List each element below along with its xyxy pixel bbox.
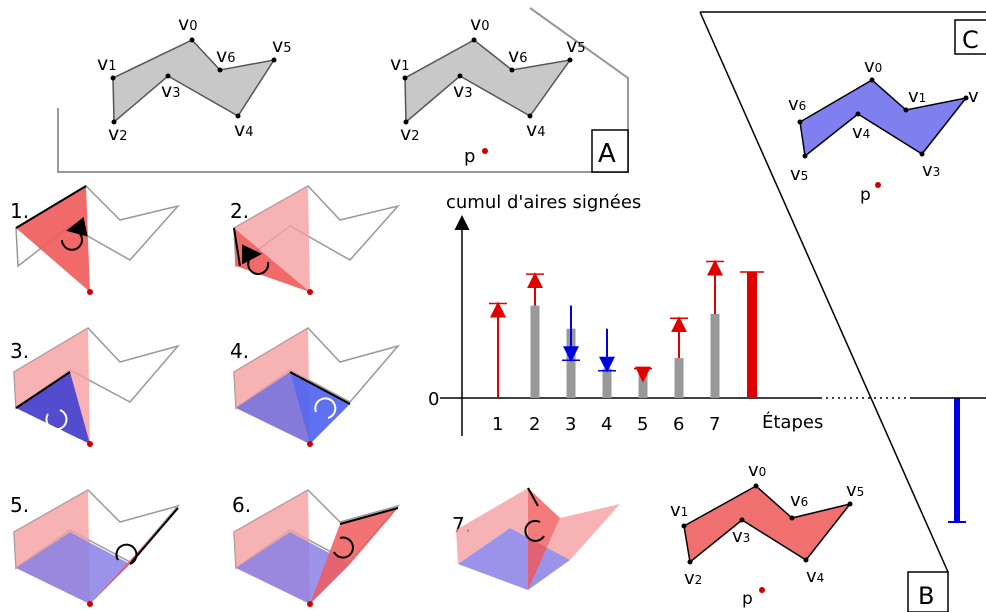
polygon-a2: v0 v1 v2 v3 v4 v5 v6 p xyxy=(390,13,586,167)
svg-text:v4: v4 xyxy=(806,566,824,587)
step-5: 5. xyxy=(10,489,181,607)
panel-a-tag: A xyxy=(598,139,616,169)
svg-text:v3: v3 xyxy=(732,526,750,547)
cumulative-bar-6 xyxy=(674,358,684,398)
svg-text:v6: v6 xyxy=(508,45,528,67)
chart-ylabel: cumul d'aires signées xyxy=(446,192,641,213)
svg-text:v2: v2 xyxy=(400,123,420,145)
svg-text:v6: v6 xyxy=(790,490,808,511)
svg-text:v2: v2 xyxy=(684,568,702,589)
x-tick-7: 7 xyxy=(709,414,720,435)
svg-text:1.: 1. xyxy=(10,199,29,223)
panel-b-tag-box xyxy=(907,571,949,612)
svg-text:v0: v0 xyxy=(864,56,882,77)
svg-text:v1: v1 xyxy=(670,500,688,521)
polygon-a1: v0 v1 v2 v3 v4 v5 v6 xyxy=(97,13,292,145)
panel-a-tag-box xyxy=(591,129,629,173)
step-4: 4. xyxy=(230,327,401,447)
svg-text:v1: v1 xyxy=(390,53,410,75)
x-tick-3: 3 xyxy=(565,414,576,435)
svg-text:2.: 2. xyxy=(230,199,249,223)
svg-text:v5: v5 xyxy=(790,164,808,185)
svg-text:v3: v3 xyxy=(161,80,181,102)
x-tick-6: 6 xyxy=(673,414,684,435)
panel-c-tag-box xyxy=(954,19,986,55)
chart-xlabel: Étapes xyxy=(762,411,823,433)
svg-text:p: p xyxy=(860,185,871,205)
svg-text:v6: v6 xyxy=(216,45,236,67)
zero-label: 0 xyxy=(428,389,439,410)
cumulative-bar-7 xyxy=(710,314,720,398)
polygon-c: v0 v6 v5 v4 v3 v1 v p xyxy=(788,56,979,205)
steps: 1. 2. 3. 4. xyxy=(10,185,620,607)
svg-text:v4: v4 xyxy=(526,119,546,141)
x-tick-2: 2 xyxy=(529,414,540,435)
svg-text:v6: v6 xyxy=(788,94,806,115)
svg-text:v5: v5 xyxy=(846,480,864,501)
x-tick-1: 1 xyxy=(492,414,503,435)
x-tick-5: 5 xyxy=(637,414,648,435)
step-3: 3. xyxy=(10,327,181,447)
svg-text:4.: 4. xyxy=(230,339,249,363)
panel-c-tag: C xyxy=(962,26,979,54)
cumulative-bar-5 xyxy=(638,372,648,398)
panel-b-tag: B xyxy=(918,582,934,610)
svg-text:v1: v1 xyxy=(97,53,117,75)
step-7: 7. xyxy=(452,487,620,590)
svg-text:v2: v2 xyxy=(108,123,128,145)
svg-text:6.: 6. xyxy=(232,493,251,517)
svg-text:v5: v5 xyxy=(566,35,586,57)
svg-text:5.: 5. xyxy=(10,493,29,517)
svg-text:v3: v3 xyxy=(922,160,940,181)
cumulative-bar-2 xyxy=(530,305,540,398)
step-2: 2. xyxy=(230,185,401,295)
svg-text:v5: v5 xyxy=(272,35,292,57)
vertex-points xyxy=(110,37,277,125)
polygon-b: v0 v1 v2 v3 v4 v5 v6 p xyxy=(670,460,864,609)
cumulative-bar-3 xyxy=(566,328,576,398)
step-6: 6. xyxy=(232,489,401,607)
cumulative-area-chart: cumul d'aires signées 0 Étapes 1 2 3 4 5 6 7 xyxy=(428,192,986,436)
svg-text:v0: v0 xyxy=(748,460,766,481)
svg-text:v4: v4 xyxy=(234,119,254,141)
step-1: 1. xyxy=(10,185,181,295)
svg-text:v: v xyxy=(968,86,979,107)
cumulative-bar-4 xyxy=(602,368,612,398)
svg-text:v0: v0 xyxy=(470,13,490,35)
point-p-label: p xyxy=(464,146,475,167)
svg-text:v1: v1 xyxy=(908,86,926,107)
total-positive-bar xyxy=(747,272,757,398)
svg-text:v4: v4 xyxy=(852,122,870,143)
panel-b-c: C v0 v6 v5 v4 v3 v1 v p B xyxy=(699,11,986,612)
svg-text:p: p xyxy=(742,589,753,609)
panel-a: A v0 v1 v2 v3 v4 v5 v6 v0 v1 v2 xyxy=(57,7,629,173)
x-tick-4: 4 xyxy=(601,414,612,435)
svg-text:v3: v3 xyxy=(453,80,473,102)
svg-text:3.: 3. xyxy=(10,339,29,363)
point-p xyxy=(482,148,488,154)
svg-text:v0: v0 xyxy=(178,13,198,35)
